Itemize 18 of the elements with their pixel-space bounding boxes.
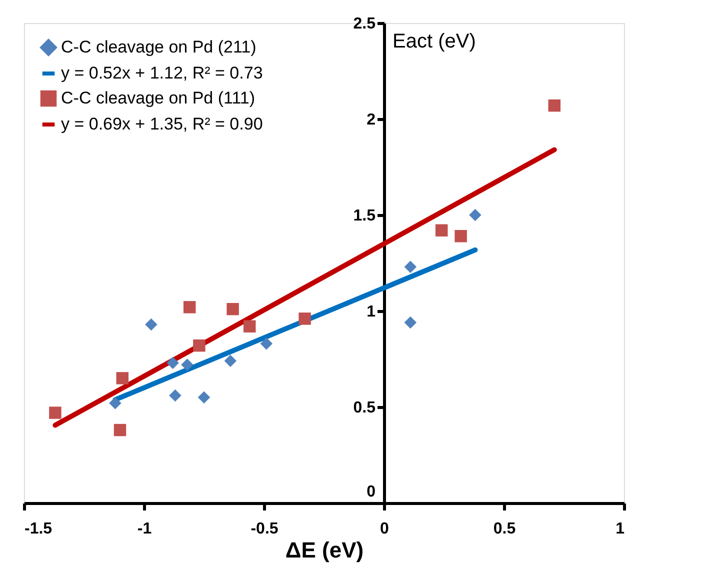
x-tick-label: -1.5: [24, 520, 52, 538]
y-axis-title: Eact (eV): [392, 30, 476, 52]
x-axis-title: ΔE (eV): [285, 538, 364, 562]
legend-label: C-C cleavage on Pd (111): [61, 88, 256, 108]
y-tick-label: 2.5: [353, 16, 376, 32]
legend-label: y = 0.52x + 1.12, R² = 0.73: [61, 64, 263, 82]
x-tick-label: 0: [380, 520, 390, 538]
y-tick-label: 2: [366, 112, 376, 128]
y-tick-label: 0.5: [353, 400, 376, 416]
x-tick-label: -1: [137, 520, 152, 538]
y-tick-label: 0: [366, 484, 376, 500]
legend-label: y = 0.69x + 1.35, R² = 0.90: [61, 114, 263, 134]
y-tick-label: 1: [366, 304, 376, 320]
y-tick-label: 1.5: [353, 208, 376, 224]
x-tick-label: 0.5: [493, 520, 516, 538]
x-tick-label: -0.5: [250, 520, 278, 538]
x-tick-label: 1: [616, 520, 625, 538]
legend-label: C-C cleavage on Pd (211): [61, 38, 256, 56]
